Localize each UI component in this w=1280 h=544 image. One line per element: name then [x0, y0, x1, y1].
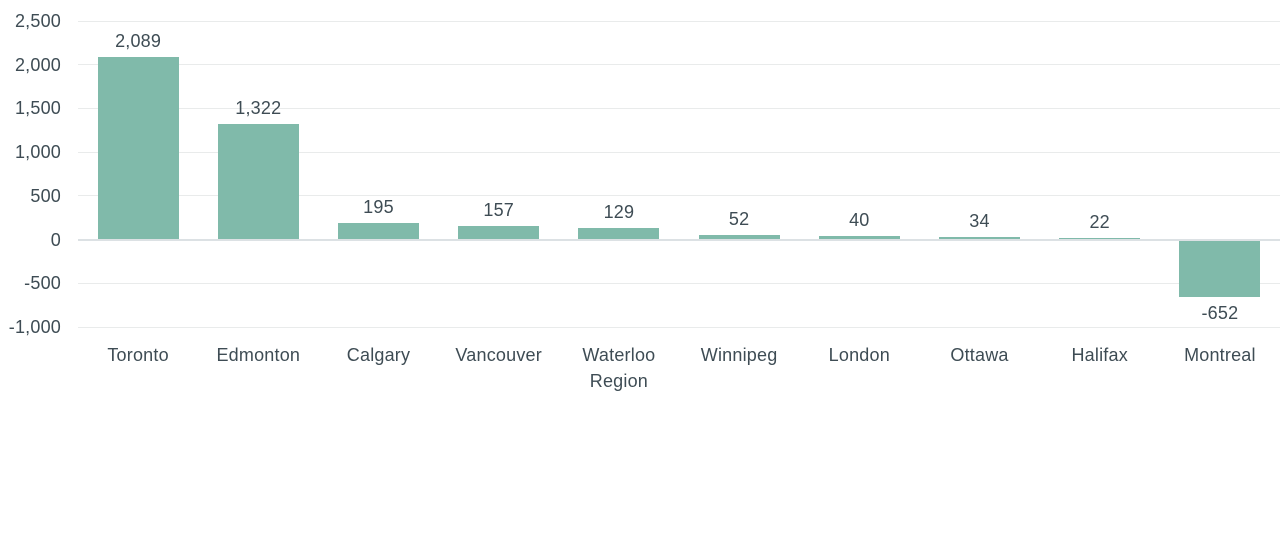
gridline	[78, 64, 1280, 66]
bar-value-label: 1,322	[235, 97, 282, 118]
bar-value-label: 2,089	[115, 30, 162, 51]
bar-vancouver	[458, 225, 540, 240]
gridline	[78, 195, 1280, 197]
x-axis-category-label: Vancouver	[455, 345, 542, 365]
bar-toronto	[97, 56, 179, 240]
x-axis-category-label: Montreal	[1184, 345, 1256, 365]
bar-edmonton	[217, 123, 299, 240]
x-axis-category-label: Edmonton	[216, 345, 301, 365]
gridline	[78, 107, 1280, 109]
y-axis-tick-label: -500	[24, 273, 61, 294]
y-axis-tick-label: 2,500	[14, 11, 61, 31]
x-axis-category-label: London	[828, 345, 890, 365]
x-axis-category-label: Halifax	[1071, 345, 1128, 365]
bar-value-label: 22	[1089, 211, 1110, 232]
y-axis-tick-label: 500	[30, 185, 61, 206]
bar-value-label: 40	[849, 210, 870, 231]
x-axis-category-label: Waterloo Region	[582, 345, 656, 391]
zero-baseline	[78, 238, 1280, 241]
bar-waterloo-region	[578, 228, 660, 240]
bar-ottawa	[939, 236, 1020, 240]
bar-value-label: 34	[969, 210, 990, 231]
bar-montreal	[1179, 239, 1261, 297]
y-axis-tick-label: 0	[50, 229, 61, 250]
x-axis-category-label: Winnipeg	[700, 345, 778, 365]
y-axis-tick-label: -1,000	[8, 317, 61, 337]
bar-value-label: 195	[363, 196, 394, 217]
y-axis-tick-label: 2,000	[14, 54, 61, 75]
y-axis-tick-label: 1,000	[14, 142, 61, 163]
bar-value-label: 157	[483, 199, 514, 220]
x-axis-category-label: Ottawa	[950, 345, 1009, 365]
bar-value-label: 129	[603, 202, 635, 223]
gridline	[78, 326, 1280, 328]
gridline	[78, 282, 1280, 284]
bar-calgary	[338, 222, 419, 240]
bar-london	[818, 236, 900, 240]
bar-winnipeg	[698, 235, 780, 240]
x-axis-category-label: Calgary	[346, 345, 411, 365]
bar-value-label: -652	[1201, 302, 1239, 323]
y-axis-tick-label: 1,500	[14, 98, 61, 119]
x-axis-category-label: Toronto	[107, 345, 169, 365]
bar-value-label: 52	[728, 209, 750, 230]
gridline	[78, 20, 1280, 22]
gridline	[78, 151, 1280, 153]
